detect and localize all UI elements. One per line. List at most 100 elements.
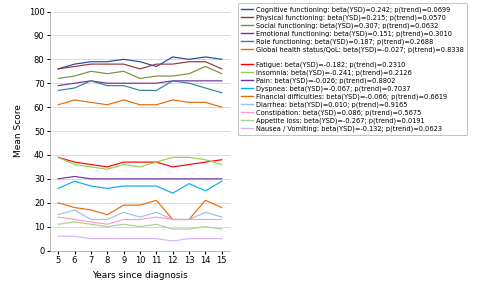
Social functioning: beta(YSD)=0.307; p(trend)=0.0632: (8, 74): beta(YSD)=0.307; p(trend)=0.0632: (8, 74… (104, 72, 110, 75)
Appetite loss: beta(YSD)=-0.267; p(trend)=0.0191: (15, 9): beta(YSD)=-0.267; p(trend)=0.0191: (15, … (219, 227, 225, 231)
Cognitive functioning: beta(YSD)=0.242; p(trend)=0.0699: (6, 78): beta(YSD)=0.242; p(trend)=0.0699: (6, 78… (72, 62, 78, 66)
Diarrhea: beta(YSD)=0.010; p(trend)=0.9165: (14, 16): beta(YSD)=0.010; p(trend)=0.9165: (14, 1… (202, 211, 208, 214)
Global health status/QoL: beta(YSD)=-0.027; p(trend)=0.8338: (6, 63): beta(YSD)=-0.027; p(trend)=0.8338: (6, 6… (72, 98, 78, 102)
Nausea / Vomiting: beta(YSD)=-0.132; p(trend)=0.0623: (15, 5): beta(YSD)=-0.132; p(trend)=0.0623: (15, … (219, 237, 225, 240)
Line: Role functioning: beta(YSD)=0.187; p(trend)=0.2688: Role functioning: beta(YSD)=0.187; p(tre… (58, 81, 222, 93)
Constipation: beta(YSD)=0.086; p(trend)=0.5675: (10, 13): beta(YSD)=0.086; p(trend)=0.5675: (10, 1… (137, 218, 143, 221)
Dyspnea: beta(YSD)=-0.067; p(trend)=0.7037: (12, 24): beta(YSD)=-0.067; p(trend)=0.7037: (12, … (170, 192, 175, 195)
Role functioning: beta(YSD)=0.187; p(trend)=0.2688: (5, 67): beta(YSD)=0.187; p(trend)=0.2688: (5, 67… (55, 89, 61, 92)
Role functioning: beta(YSD)=0.187; p(trend)=0.2688: (7, 71): beta(YSD)=0.187; p(trend)=0.2688: (7, 71… (88, 79, 94, 83)
Fatigue: beta(YSD)=-0.182; p(trend)=0.2310: (12, 35): beta(YSD)=-0.182; p(trend)=0.2310: (12, … (170, 165, 175, 169)
Appetite loss: beta(YSD)=-0.267; p(trend)=0.0191: (9, 11): beta(YSD)=-0.267; p(trend)=0.0191: (9, 1… (120, 223, 126, 226)
Constipation: beta(YSD)=0.086; p(trend)=0.5675: (6, 13): beta(YSD)=0.086; p(trend)=0.5675: (6, 13… (72, 218, 78, 221)
Social functioning: beta(YSD)=0.307; p(trend)=0.0632: (10, 72): beta(YSD)=0.307; p(trend)=0.0632: (10, 7… (137, 77, 143, 80)
Cognitive functioning: beta(YSD)=0.242; p(trend)=0.0699: (11, 77): beta(YSD)=0.242; p(trend)=0.0699: (11, 7… (154, 65, 160, 68)
Nausea / Vomiting: beta(YSD)=-0.132; p(trend)=0.0623: (7, 5): beta(YSD)=-0.132; p(trend)=0.0623: (7, 5… (88, 237, 94, 240)
Role functioning: beta(YSD)=0.187; p(trend)=0.2688: (10, 67): beta(YSD)=0.187; p(trend)=0.2688: (10, 6… (137, 89, 143, 92)
Fatigue: beta(YSD)=-0.182; p(trend)=0.2310: (10, 37): beta(YSD)=-0.182; p(trend)=0.2310: (10, … (137, 160, 143, 164)
Constipation: beta(YSD)=0.086; p(trend)=0.5675: (7, 12): beta(YSD)=0.086; p(trend)=0.5675: (7, 12… (88, 220, 94, 223)
Emotional functioning: beta(YSD)=0.151; p(trend)=0.3010: (11, 70): beta(YSD)=0.151; p(trend)=0.3010: (11, 7… (154, 82, 160, 85)
Fatigue: beta(YSD)=-0.182; p(trend)=0.2310: (15, 38): beta(YSD)=-0.182; p(trend)=0.2310: (15, … (219, 158, 225, 162)
Social functioning: beta(YSD)=0.307; p(trend)=0.0632: (5, 72): beta(YSD)=0.307; p(trend)=0.0632: (5, 72… (55, 77, 61, 80)
Financial difficulties: beta(YSD)=-0.066; p(trend)=0.6619: (10, 19): beta(YSD)=-0.066; p(trend)=0.6619: (10, … (137, 203, 143, 207)
Nausea / Vomiting: beta(YSD)=-0.132; p(trend)=0.0623: (10, 5): beta(YSD)=-0.132; p(trend)=0.0623: (10, … (137, 237, 143, 240)
Financial difficulties: beta(YSD)=-0.066; p(trend)=0.6619: (7, 17): beta(YSD)=-0.066; p(trend)=0.6619: (7, 1… (88, 208, 94, 212)
Diarrhea: beta(YSD)=0.010; p(trend)=0.9165: (11, 16): beta(YSD)=0.010; p(trend)=0.9165: (11, 1… (154, 211, 160, 214)
Physical functioning: beta(YSD)=0.215; p(trend)=0.0570: (13, 79): beta(YSD)=0.215; p(trend)=0.0570: (13, 7… (186, 60, 192, 63)
Dyspnea: beta(YSD)=-0.067; p(trend)=0.7037: (11, 27): beta(YSD)=-0.067; p(trend)=0.7037: (11, … (154, 184, 160, 188)
Appetite loss: beta(YSD)=-0.267; p(trend)=0.0191: (12, 9): beta(YSD)=-0.267; p(trend)=0.0191: (12, … (170, 227, 175, 231)
Appetite loss: beta(YSD)=-0.267; p(trend)=0.0191: (14, 10): beta(YSD)=-0.267; p(trend)=0.0191: (14, … (202, 225, 208, 228)
Pain: beta(YSD)=-0.026; p(trend)=0.8802: (11, 30): beta(YSD)=-0.026; p(trend)=0.8802: (11, … (154, 177, 160, 181)
Fatigue: beta(YSD)=-0.182; p(trend)=0.2310: (13, 36): beta(YSD)=-0.182; p(trend)=0.2310: (13, … (186, 163, 192, 166)
Cognitive functioning: beta(YSD)=0.242; p(trend)=0.0699: (12, 81): beta(YSD)=0.242; p(trend)=0.0699: (12, 8… (170, 55, 175, 59)
Social functioning: beta(YSD)=0.307; p(trend)=0.0632: (6, 73): beta(YSD)=0.307; p(trend)=0.0632: (6, 73… (72, 74, 78, 78)
Dyspnea: beta(YSD)=-0.067; p(trend)=0.7037: (10, 27): beta(YSD)=-0.067; p(trend)=0.7037: (10, … (137, 184, 143, 188)
Cognitive functioning: beta(YSD)=0.242; p(trend)=0.0699: (8, 79): beta(YSD)=0.242; p(trend)=0.0699: (8, 79… (104, 60, 110, 63)
Line: Global health status/QoL: beta(YSD)=-0.027; p(trend)=0.8338: Global health status/QoL: beta(YSD)=-0.0… (58, 100, 222, 107)
Physical functioning: beta(YSD)=0.215; p(trend)=0.0570: (15, 76): beta(YSD)=0.215; p(trend)=0.0570: (15, 7… (219, 67, 225, 71)
Role functioning: beta(YSD)=0.187; p(trend)=0.2688: (8, 69): beta(YSD)=0.187; p(trend)=0.2688: (8, 69… (104, 84, 110, 87)
Global health status/QoL: beta(YSD)=-0.027; p(trend)=0.8338: (7, 62): beta(YSD)=-0.027; p(trend)=0.8338: (7, 6… (88, 101, 94, 104)
Constipation: beta(YSD)=0.086; p(trend)=0.5675: (8, 11): beta(YSD)=0.086; p(trend)=0.5675: (8, 11… (104, 223, 110, 226)
Fatigue: beta(YSD)=-0.182; p(trend)=0.2310: (11, 37): beta(YSD)=-0.182; p(trend)=0.2310: (11, … (154, 160, 160, 164)
Pain: beta(YSD)=-0.026; p(trend)=0.8802: (5, 30): beta(YSD)=-0.026; p(trend)=0.8802: (5, 3… (55, 177, 61, 181)
Fatigue: beta(YSD)=-0.182; p(trend)=0.2310: (7, 36): beta(YSD)=-0.182; p(trend)=0.2310: (7, 3… (88, 163, 94, 166)
Pain: beta(YSD)=-0.026; p(trend)=0.8802: (14, 30): beta(YSD)=-0.026; p(trend)=0.8802: (14, … (202, 177, 208, 181)
Cognitive functioning: beta(YSD)=0.242; p(trend)=0.0699: (10, 79): beta(YSD)=0.242; p(trend)=0.0699: (10, 7… (137, 60, 143, 63)
Emotional functioning: beta(YSD)=0.151; p(trend)=0.3010: (5, 69): beta(YSD)=0.151; p(trend)=0.3010: (5, 69… (55, 84, 61, 87)
Nausea / Vomiting: beta(YSD)=-0.132; p(trend)=0.0623: (12, 4): beta(YSD)=-0.132; p(trend)=0.0623: (12, … (170, 239, 175, 243)
Appetite loss: beta(YSD)=-0.267; p(trend)=0.0191: (10, 10): beta(YSD)=-0.267; p(trend)=0.0191: (10, … (137, 225, 143, 228)
Fatigue: beta(YSD)=-0.182; p(trend)=0.2310: (8, 35): beta(YSD)=-0.182; p(trend)=0.2310: (8, 3… (104, 165, 110, 169)
Emotional functioning: beta(YSD)=0.151; p(trend)=0.3010: (13, 71): beta(YSD)=0.151; p(trend)=0.3010: (13, 7… (186, 79, 192, 83)
Dyspnea: beta(YSD)=-0.067; p(trend)=0.7037: (13, 28): beta(YSD)=-0.067; p(trend)=0.7037: (13, … (186, 182, 192, 185)
Diarrhea: beta(YSD)=0.010; p(trend)=0.9165: (13, 13): beta(YSD)=0.010; p(trend)=0.9165: (13, 1… (186, 218, 192, 221)
Constipation: beta(YSD)=0.086; p(trend)=0.5675: (15, 13): beta(YSD)=0.086; p(trend)=0.5675: (15, 1… (219, 218, 225, 221)
Pain: beta(YSD)=-0.026; p(trend)=0.8802: (9, 30): beta(YSD)=-0.026; p(trend)=0.8802: (9, 3… (120, 177, 126, 181)
Line: Emotional functioning: beta(YSD)=0.151; p(trend)=0.3010: Emotional functioning: beta(YSD)=0.151; … (58, 81, 222, 86)
Line: Nausea / Vomiting: beta(YSD)=-0.132; p(trend)=0.0623: Nausea / Vomiting: beta(YSD)=-0.132; p(t… (58, 236, 222, 241)
Nausea / Vomiting: beta(YSD)=-0.132; p(trend)=0.0623: (8, 5): beta(YSD)=-0.132; p(trend)=0.0623: (8, 5… (104, 237, 110, 240)
Nausea / Vomiting: beta(YSD)=-0.132; p(trend)=0.0623: (11, 5): beta(YSD)=-0.132; p(trend)=0.0623: (11, … (154, 237, 160, 240)
Financial difficulties: beta(YSD)=-0.066; p(trend)=0.6619: (9, 19): beta(YSD)=-0.066; p(trend)=0.6619: (9, 1… (120, 203, 126, 207)
Insomnia: beta(YSD)=-0.241; p(trend)=0.2126: (7, 35): beta(YSD)=-0.241; p(trend)=0.2126: (7, 3… (88, 165, 94, 169)
Appetite loss: beta(YSD)=-0.267; p(trend)=0.0191: (11, 11): beta(YSD)=-0.267; p(trend)=0.0191: (11, … (154, 223, 160, 226)
Financial difficulties: beta(YSD)=-0.066; p(trend)=0.6619: (5, 20): beta(YSD)=-0.066; p(trend)=0.6619: (5, 2… (55, 201, 61, 204)
Constipation: beta(YSD)=0.086; p(trend)=0.5675: (13, 13): beta(YSD)=0.086; p(trend)=0.5675: (13, 1… (186, 218, 192, 221)
Line: Insomnia: beta(YSD)=-0.241; p(trend)=0.2126: Insomnia: beta(YSD)=-0.241; p(trend)=0.2… (58, 157, 222, 169)
Insomnia: beta(YSD)=-0.241; p(trend)=0.2126: (15, 36): beta(YSD)=-0.241; p(trend)=0.2126: (15, … (219, 163, 225, 166)
Pain: beta(YSD)=-0.026; p(trend)=0.8802: (13, 30): beta(YSD)=-0.026; p(trend)=0.8802: (13, … (186, 177, 192, 181)
Diarrhea: beta(YSD)=0.010; p(trend)=0.9165: (5, 15): beta(YSD)=0.010; p(trend)=0.9165: (5, 15… (55, 213, 61, 217)
Fatigue: beta(YSD)=-0.182; p(trend)=0.2310: (14, 37): beta(YSD)=-0.182; p(trend)=0.2310: (14, … (202, 160, 208, 164)
Line: Constipation: beta(YSD)=0.086; p(trend)=0.5675: Constipation: beta(YSD)=0.086; p(trend)=… (58, 217, 222, 224)
Global health status/QoL: beta(YSD)=-0.027; p(trend)=0.8338: (13, 62): beta(YSD)=-0.027; p(trend)=0.8338: (13, … (186, 101, 192, 104)
Role functioning: beta(YSD)=0.187; p(trend)=0.2688: (15, 66): beta(YSD)=0.187; p(trend)=0.2688: (15, 6… (219, 91, 225, 94)
Constipation: beta(YSD)=0.086; p(trend)=0.5675: (12, 13): beta(YSD)=0.086; p(trend)=0.5675: (12, 1… (170, 218, 175, 221)
Insomnia: beta(YSD)=-0.241; p(trend)=0.2126: (11, 37): beta(YSD)=-0.241; p(trend)=0.2126: (11, … (154, 160, 160, 164)
Physical functioning: beta(YSD)=0.215; p(trend)=0.0570: (11, 78): beta(YSD)=0.215; p(trend)=0.0570: (11, 7… (154, 62, 160, 66)
Global health status/QoL: beta(YSD)=-0.027; p(trend)=0.8338: (11, 61): beta(YSD)=-0.027; p(trend)=0.8338: (11, … (154, 103, 160, 107)
Legend: Cognitive functioning: beta(YSD)=0.242; p(trend)=0.0699, Physical functioning: b: Cognitive functioning: beta(YSD)=0.242; … (238, 3, 466, 135)
Fatigue: beta(YSD)=-0.182; p(trend)=0.2310: (9, 37): beta(YSD)=-0.182; p(trend)=0.2310: (9, 3… (120, 160, 126, 164)
Line: Physical functioning: beta(YSD)=0.215; p(trend)=0.0570: Physical functioning: beta(YSD)=0.215; p… (58, 62, 222, 69)
Emotional functioning: beta(YSD)=0.151; p(trend)=0.3010: (8, 70): beta(YSD)=0.151; p(trend)=0.3010: (8, 70… (104, 82, 110, 85)
Dyspnea: beta(YSD)=-0.067; p(trend)=0.7037: (7, 27): beta(YSD)=-0.067; p(trend)=0.7037: (7, 2… (88, 184, 94, 188)
Constipation: beta(YSD)=0.086; p(trend)=0.5675: (9, 13): beta(YSD)=0.086; p(trend)=0.5675: (9, 13… (120, 218, 126, 221)
Insomnia: beta(YSD)=-0.241; p(trend)=0.2126: (10, 35): beta(YSD)=-0.241; p(trend)=0.2126: (10, … (137, 165, 143, 169)
Line: Appetite loss: beta(YSD)=-0.267; p(trend)=0.0191: Appetite loss: beta(YSD)=-0.267; p(trend… (58, 222, 222, 229)
Cognitive functioning: beta(YSD)=0.242; p(trend)=0.0699: (15, 80): beta(YSD)=0.242; p(trend)=0.0699: (15, 8… (219, 58, 225, 61)
Global health status/QoL: beta(YSD)=-0.027; p(trend)=0.8338: (5, 61): beta(YSD)=-0.027; p(trend)=0.8338: (5, 6… (55, 103, 61, 107)
Emotional functioning: beta(YSD)=0.151; p(trend)=0.3010: (6, 70): beta(YSD)=0.151; p(trend)=0.3010: (6, 70… (72, 82, 78, 85)
Emotional functioning: beta(YSD)=0.151; p(trend)=0.3010: (10, 70): beta(YSD)=0.151; p(trend)=0.3010: (10, 7… (137, 82, 143, 85)
Cognitive functioning: beta(YSD)=0.242; p(trend)=0.0699: (5, 76): beta(YSD)=0.242; p(trend)=0.0699: (5, 76… (55, 67, 61, 71)
Financial difficulties: beta(YSD)=-0.066; p(trend)=0.6619: (8, 15): beta(YSD)=-0.066; p(trend)=0.6619: (8, 1… (104, 213, 110, 217)
Social functioning: beta(YSD)=0.307; p(trend)=0.0632: (15, 74): beta(YSD)=0.307; p(trend)=0.0632: (15, 7… (219, 72, 225, 75)
Insomnia: beta(YSD)=-0.241; p(trend)=0.2126: (8, 34): beta(YSD)=-0.241; p(trend)=0.2126: (8, 3… (104, 168, 110, 171)
Y-axis label: Mean Score: Mean Score (14, 105, 23, 158)
Appetite loss: beta(YSD)=-0.267; p(trend)=0.0191: (5, 11): beta(YSD)=-0.267; p(trend)=0.0191: (5, 1… (55, 223, 61, 226)
Social functioning: beta(YSD)=0.307; p(trend)=0.0632: (13, 74): beta(YSD)=0.307; p(trend)=0.0632: (13, 7… (186, 72, 192, 75)
Dyspnea: beta(YSD)=-0.067; p(trend)=0.7037: (6, 29): beta(YSD)=-0.067; p(trend)=0.7037: (6, 2… (72, 179, 78, 183)
Social functioning: beta(YSD)=0.307; p(trend)=0.0632: (11, 73): beta(YSD)=0.307; p(trend)=0.0632: (11, 7… (154, 74, 160, 78)
Role functioning: beta(YSD)=0.187; p(trend)=0.2688: (14, 68): beta(YSD)=0.187; p(trend)=0.2688: (14, 6… (202, 86, 208, 90)
Emotional functioning: beta(YSD)=0.151; p(trend)=0.3010: (9, 70): beta(YSD)=0.151; p(trend)=0.3010: (9, 70… (120, 82, 126, 85)
